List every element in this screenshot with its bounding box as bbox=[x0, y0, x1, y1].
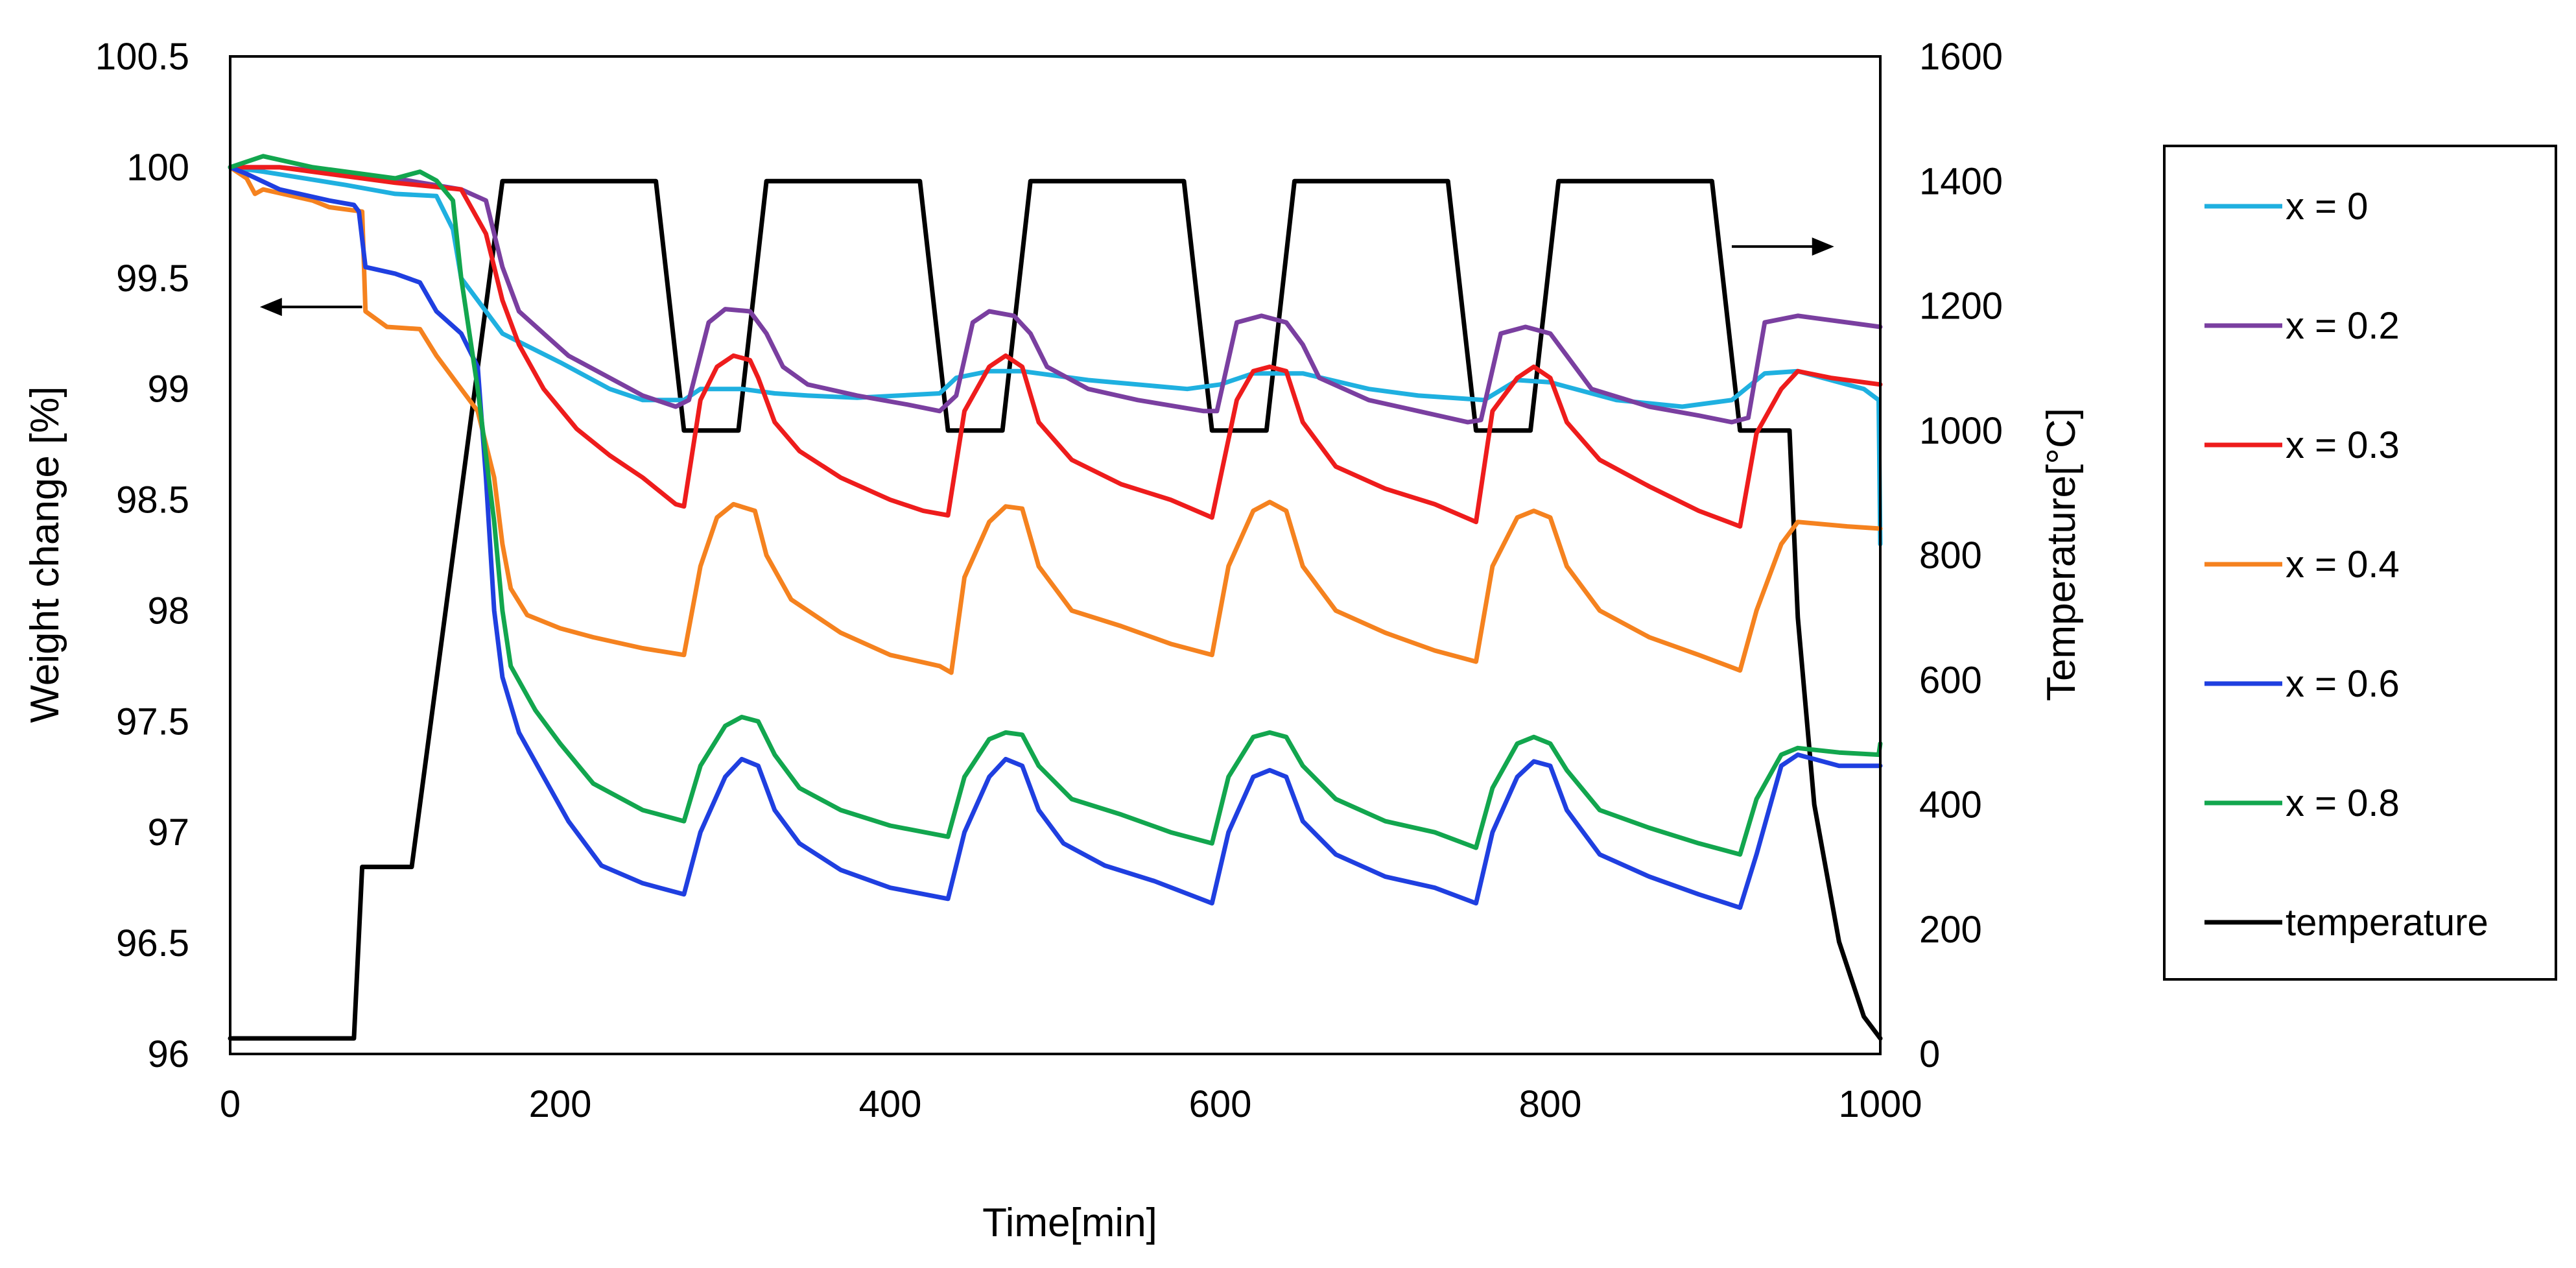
y2-tick-label: 400 bbox=[1919, 784, 1982, 826]
x-axis-label: Time[min] bbox=[982, 1201, 1157, 1245]
y-tick-label: 97.5 bbox=[116, 700, 189, 743]
series-line-x-0-6 bbox=[228, 165, 1883, 910]
y2-tick-labels: 0 200 400 600 800 1000 1200 1400 1600 bbox=[1919, 36, 2003, 1075]
y2-tick-label: 600 bbox=[1919, 659, 1982, 701]
series-line-x-0-8 bbox=[228, 154, 1883, 857]
legend: x = 0 x = 0.2 x = 0.3 x = 0.4 x = 0.6 x = 0.8… bbox=[2163, 145, 2557, 981]
series-line-x-0 bbox=[228, 165, 1883, 547]
series-line-x-0-3 bbox=[228, 165, 1883, 529]
legend-label-x-0: x = 0 bbox=[2286, 185, 2368, 228]
x-tick-label: 600 bbox=[1189, 1083, 1252, 1125]
legend-label-x-0-8: x = 0.8 bbox=[2286, 782, 2400, 824]
x-tick-label: 400 bbox=[859, 1083, 922, 1125]
series-line-x-0-2 bbox=[228, 165, 1883, 425]
y-tick-label: 96 bbox=[147, 1033, 189, 1075]
series-line-x-0-4 bbox=[228, 165, 1883, 675]
x-tick-label: 800 bbox=[1519, 1083, 1582, 1125]
x-tick-labels: 0 200 400 600 800 1000 bbox=[220, 1083, 1922, 1125]
y2-axis-label: Temperature[°C] bbox=[2039, 408, 2084, 701]
y2-tick-label: 1000 bbox=[1919, 410, 2003, 452]
y-tick-label: 100.5 bbox=[95, 36, 189, 78]
y2-tick-label: 200 bbox=[1919, 909, 1982, 951]
y-tick-label: 97 bbox=[147, 811, 189, 854]
y2-tick-label: 800 bbox=[1919, 534, 1982, 577]
x-tick-label: 200 bbox=[529, 1083, 592, 1125]
y2-tick-label: 0 bbox=[1919, 1033, 1940, 1075]
legend-label-x-0-3: x = 0.3 bbox=[2286, 424, 2400, 466]
y-tick-label: 98.5 bbox=[116, 479, 189, 521]
legend-label-x-0-6: x = 0.6 bbox=[2286, 663, 2400, 705]
y2-tick-label: 1400 bbox=[1919, 160, 2003, 202]
x-tick-label: 1000 bbox=[1838, 1083, 1922, 1125]
y-tick-labels: 96 96.5 97 97.5 98 98.5 99 99.5 100 100.5 bbox=[95, 36, 189, 1075]
plot-frame bbox=[229, 55, 1882, 1055]
y-tick-label: 99.5 bbox=[116, 257, 189, 300]
x-tick-label: 0 bbox=[220, 1083, 241, 1125]
y-tick-label: 98 bbox=[147, 590, 189, 632]
legend-label-temperature: temperature bbox=[2286, 902, 2488, 944]
y-tick-label: 99 bbox=[147, 368, 189, 411]
legend-entries: x = 0 x = 0.2 x = 0.3 x = 0.4 x = 0.6 x = 0.8… bbox=[2204, 185, 2488, 944]
y-axis-label: Weight change [%] bbox=[23, 386, 67, 723]
y-tick-label: 100 bbox=[126, 147, 189, 189]
y2-tick-label: 1600 bbox=[1919, 36, 2003, 78]
legend-label-x-0-2: x = 0.2 bbox=[2286, 305, 2400, 347]
y-tick-label: 96.5 bbox=[116, 922, 189, 964]
axis-arrow-head-left bbox=[259, 298, 282, 317]
y2-tick-label: 1200 bbox=[1919, 285, 2003, 328]
annotation-layer bbox=[259, 237, 1834, 317]
axis-arrow-head-right bbox=[1812, 237, 1834, 256]
legend-label-x-0-4: x = 0.4 bbox=[2286, 544, 2400, 586]
series-line-temperature bbox=[228, 178, 1883, 1041]
series-layer bbox=[228, 154, 1883, 1041]
